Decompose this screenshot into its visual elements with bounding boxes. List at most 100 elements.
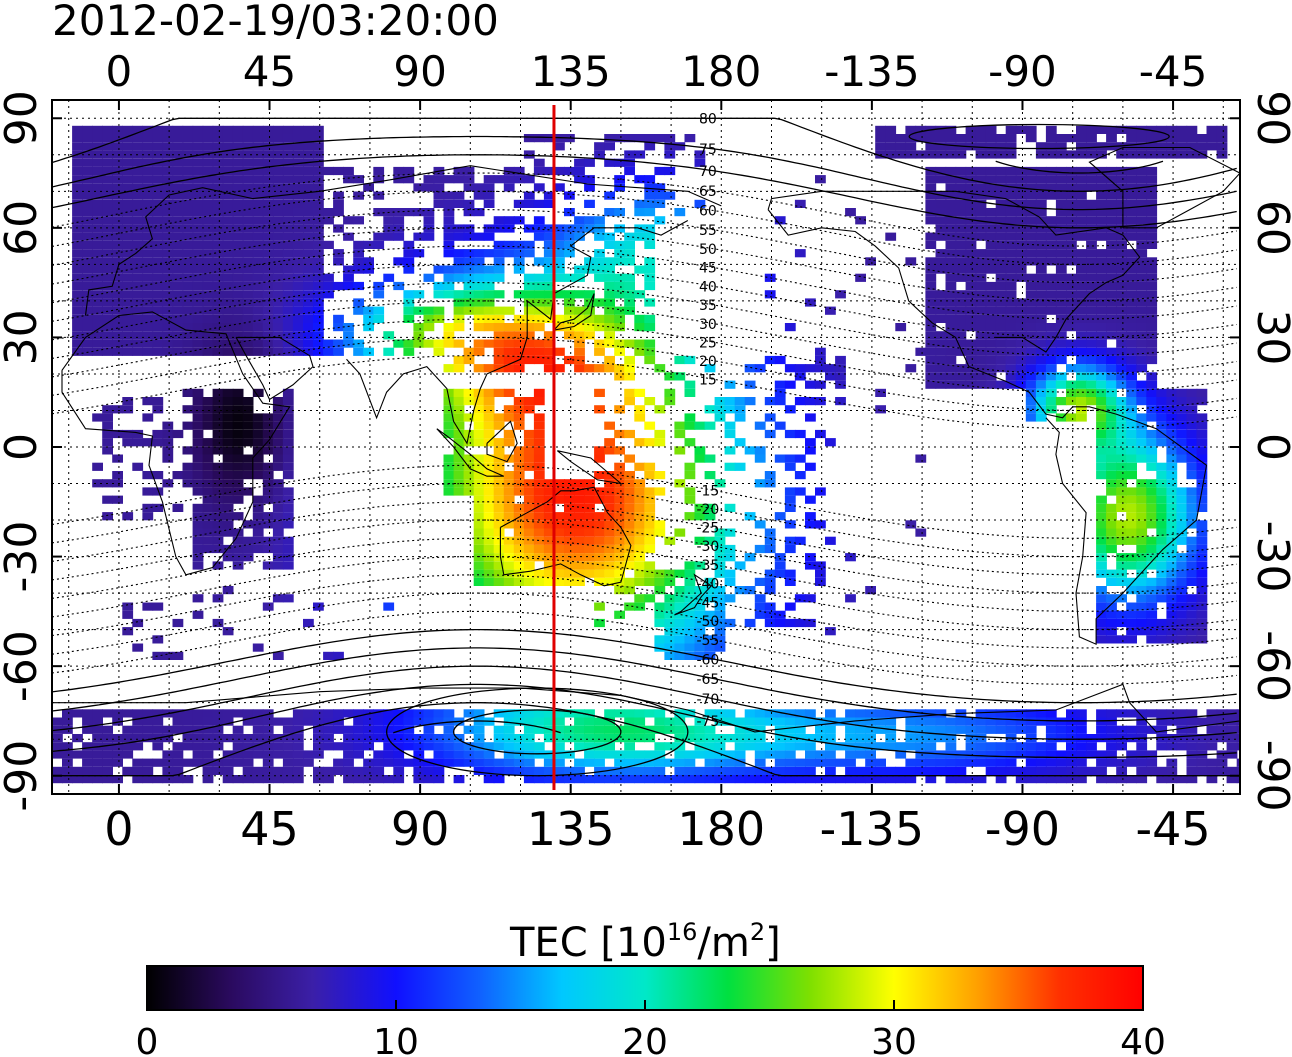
tec-cell	[473, 183, 485, 192]
tec-cell	[453, 413, 465, 422]
tec-cell	[533, 553, 545, 562]
tec-cell	[875, 766, 886, 775]
tec-cell	[473, 471, 485, 480]
tec-cell	[313, 323, 324, 332]
tec-cell	[1076, 775, 1087, 784]
tec-cell	[1216, 725, 1228, 734]
tec-cell	[614, 520, 625, 529]
colorbar-title: TEC [1016/m2]	[510, 918, 781, 966]
tec-cell	[815, 487, 826, 496]
tec-cell	[303, 166, 314, 176]
tec-cell	[92, 166, 103, 176]
tec-cell	[1126, 495, 1137, 504]
tec-cell	[1076, 758, 1087, 767]
tec-cell	[985, 125, 997, 134]
tec-cell	[543, 290, 555, 299]
tec-cell	[152, 125, 164, 134]
tec-cell	[1126, 216, 1137, 225]
tec-cell	[1005, 191, 1017, 200]
tec-cell	[1176, 413, 1188, 422]
contour-line	[52, 482, 1237, 558]
tec-cell	[1116, 758, 1127, 767]
tec-cell	[634, 520, 646, 529]
tec-cell	[122, 191, 134, 200]
tec-cell	[574, 339, 585, 348]
tec-cell	[604, 520, 615, 529]
tec-cell	[192, 339, 204, 348]
tec-cell	[805, 397, 816, 406]
tec-cell	[1015, 709, 1027, 718]
tec-cell	[784, 709, 796, 718]
tec-cell	[1126, 191, 1137, 200]
coastline	[235, 336, 314, 401]
tec-cell	[594, 602, 605, 611]
tec-cell	[232, 290, 244, 299]
tec-cell	[1156, 487, 1168, 496]
tec-cell	[303, 142, 314, 151]
contour-label: 25	[699, 335, 717, 351]
tec-cell	[734, 413, 746, 422]
tec-cell	[985, 717, 997, 726]
tec-cell	[1005, 175, 1017, 184]
tec-cell	[483, 249, 495, 258]
tec-cell	[935, 709, 947, 718]
tec-cell	[634, 561, 646, 570]
tec-cell	[353, 249, 364, 258]
tec-cell	[1126, 273, 1137, 282]
tec-cell	[463, 397, 475, 406]
tec-cell	[764, 750, 776, 759]
tec-cell	[1116, 528, 1127, 537]
tec-cell	[112, 281, 123, 291]
tec-cell	[1226, 775, 1238, 784]
tec-cell	[1166, 125, 1178, 134]
tec-cell	[162, 347, 174, 356]
tec-cell	[523, 191, 535, 200]
tec-cell	[102, 347, 113, 356]
tec-cell	[483, 405, 495, 414]
tec-cell	[102, 734, 113, 743]
tec-cell	[192, 125, 204, 134]
tec-cell	[413, 249, 425, 258]
tec-cell	[503, 405, 515, 414]
tec-cell	[112, 323, 123, 332]
tec-cell	[664, 602, 676, 611]
tec-cell	[222, 775, 234, 784]
tec-cell	[1106, 725, 1117, 734]
tec-cell	[533, 528, 545, 537]
tec-cell	[1005, 725, 1017, 734]
tec-cell	[644, 734, 656, 743]
tec-cell	[443, 725, 455, 734]
tec-cell	[694, 199, 706, 208]
tec-cell	[272, 183, 284, 192]
tec-cell	[754, 577, 766, 586]
tec-cell	[533, 454, 545, 463]
tec-cell	[634, 503, 646, 512]
tec-cell	[614, 536, 625, 545]
tec-cell	[303, 306, 314, 315]
tec-cell	[1005, 717, 1017, 726]
tec-cell	[1196, 577, 1208, 586]
tec-cell	[222, 158, 234, 167]
tec-cell	[132, 257, 144, 266]
tec-cell	[1116, 577, 1127, 586]
tec-cell	[503, 487, 515, 496]
tec-cell	[232, 314, 244, 323]
tec-cell	[945, 183, 957, 192]
tec-cell	[955, 298, 967, 307]
tec-cell	[935, 166, 947, 176]
tec-cell	[1086, 372, 1097, 381]
tec-cell	[493, 438, 505, 447]
tec-cell	[744, 766, 756, 775]
tec-cell	[1086, 364, 1097, 373]
tec-cell	[313, 725, 324, 734]
tec-cell	[493, 355, 505, 365]
tec-cell	[1136, 257, 1148, 266]
tec-cell	[82, 257, 93, 266]
tec-cell	[222, 446, 234, 455]
tec-cell	[202, 544, 214, 554]
tec-cell	[483, 775, 495, 784]
tec-cell	[975, 717, 987, 726]
tec-cell	[554, 561, 565, 570]
tec-cell	[925, 323, 937, 332]
tec-cell	[483, 421, 495, 430]
